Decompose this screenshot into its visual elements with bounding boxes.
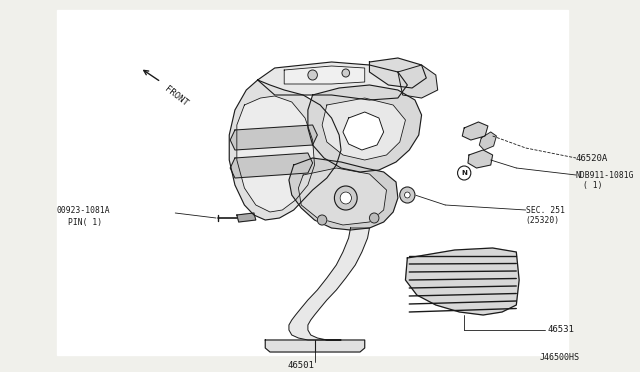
Text: J46500HS: J46500HS xyxy=(540,353,580,362)
Polygon shape xyxy=(289,158,398,230)
Polygon shape xyxy=(57,10,568,355)
Circle shape xyxy=(317,215,327,225)
Text: NDB911-1081G: NDB911-1081G xyxy=(576,170,634,180)
Text: ( 1): ( 1) xyxy=(582,180,602,189)
Circle shape xyxy=(404,192,410,198)
Circle shape xyxy=(369,213,379,223)
Polygon shape xyxy=(284,66,365,84)
Circle shape xyxy=(335,186,357,210)
Polygon shape xyxy=(289,228,369,340)
Text: (25320): (25320) xyxy=(526,215,560,224)
Polygon shape xyxy=(398,65,438,98)
Circle shape xyxy=(340,192,351,204)
Text: 46501: 46501 xyxy=(288,360,315,369)
Polygon shape xyxy=(322,98,406,160)
Text: PIN( 1): PIN( 1) xyxy=(68,218,102,227)
Polygon shape xyxy=(298,168,387,225)
Polygon shape xyxy=(479,132,497,150)
Circle shape xyxy=(400,187,415,203)
Text: 46520A: 46520A xyxy=(576,154,608,163)
Polygon shape xyxy=(468,150,493,168)
Polygon shape xyxy=(406,248,519,315)
Circle shape xyxy=(342,69,349,77)
Polygon shape xyxy=(230,153,312,178)
Polygon shape xyxy=(265,340,365,352)
Polygon shape xyxy=(229,80,341,220)
Text: FRONT: FRONT xyxy=(163,84,189,108)
Polygon shape xyxy=(308,85,422,172)
Circle shape xyxy=(458,166,471,180)
Polygon shape xyxy=(369,58,426,88)
Polygon shape xyxy=(462,122,488,140)
Polygon shape xyxy=(258,62,407,100)
Text: 00923-1081A: 00923-1081A xyxy=(57,205,111,215)
Text: SEC. 251: SEC. 251 xyxy=(526,205,564,215)
Polygon shape xyxy=(237,213,256,222)
Polygon shape xyxy=(237,96,314,212)
Text: 46531: 46531 xyxy=(548,326,575,334)
Polygon shape xyxy=(230,125,317,150)
Polygon shape xyxy=(343,112,383,150)
Circle shape xyxy=(308,70,317,80)
Text: N: N xyxy=(461,170,467,176)
